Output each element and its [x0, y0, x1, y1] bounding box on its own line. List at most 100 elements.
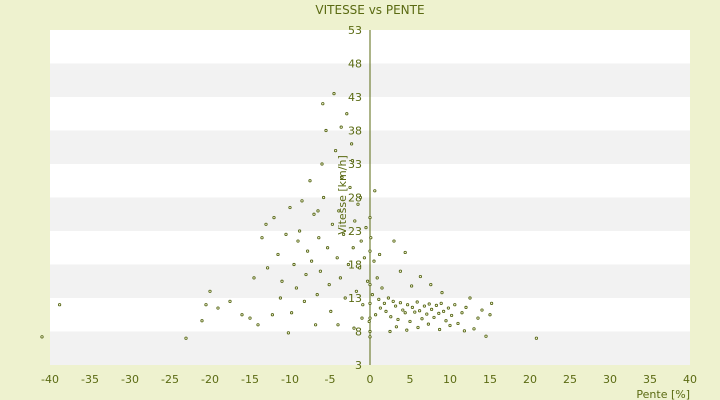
scatter-point	[359, 239, 363, 243]
scatter-point	[392, 239, 396, 243]
scatter-point	[200, 319, 204, 323]
scatter-point	[360, 316, 364, 320]
scatter-point	[480, 308, 484, 312]
scatter-point	[320, 162, 324, 166]
scatter-point	[368, 301, 372, 305]
scatter-point	[329, 309, 333, 313]
scatter-point	[216, 306, 220, 310]
scatter-point	[339, 125, 343, 129]
scatter-point	[338, 276, 342, 280]
scatter-point	[434, 303, 438, 307]
scatter-point	[365, 279, 370, 283]
scatter-point	[448, 323, 452, 328]
scatter-point	[449, 313, 454, 318]
scatter-point	[396, 317, 400, 322]
x-tick-label: -15	[241, 373, 259, 386]
x-tick-label: -20	[201, 373, 219, 386]
scatter-point	[429, 282, 433, 287]
scatter-point	[372, 259, 376, 263]
scatter-point	[316, 209, 320, 213]
scatter-point	[289, 311, 294, 315]
scatter-point	[472, 327, 476, 331]
scatter-point	[410, 305, 414, 309]
scatter-point	[368, 316, 372, 320]
scatter-point	[330, 222, 334, 226]
scatter-point	[368, 282, 372, 287]
scatter-point	[280, 279, 284, 283]
scatter-point	[184, 336, 188, 340]
y-tick-label: 38	[348, 125, 362, 138]
scatter-point	[370, 293, 374, 297]
scatter-point	[462, 329, 466, 333]
y-tick-label: 33	[348, 158, 362, 171]
scatter-point	[364, 226, 368, 230]
x-tick-label: 10	[443, 373, 457, 386]
scatter-point	[420, 317, 424, 321]
x-tick-label: 25	[563, 373, 577, 386]
scatter-point	[476, 316, 480, 320]
y-tick-label: 53	[348, 24, 362, 37]
scatter-point	[350, 159, 354, 163]
scatter-point	[270, 313, 274, 317]
x-tick-label: -35	[81, 373, 99, 386]
scatter-point	[324, 128, 328, 133]
scatter-point	[380, 286, 384, 290]
scatter-point	[315, 293, 319, 297]
scatter-point	[432, 315, 436, 320]
scatter-point	[318, 269, 322, 273]
scatter-point	[357, 266, 362, 270]
scatter-point	[340, 175, 344, 179]
scatter-point	[384, 309, 388, 313]
scatter-point	[294, 286, 298, 290]
x-tick-label: 5	[407, 373, 414, 386]
y-axis-label: Vitesse [km/h]	[336, 155, 349, 235]
scatter-point	[313, 323, 318, 327]
scatter-point	[437, 311, 441, 316]
scatter-point	[353, 219, 357, 223]
scatter-point	[305, 249, 310, 253]
scatter-point	[317, 236, 321, 240]
scatter-point	[440, 291, 444, 295]
scatter-point	[413, 310, 417, 314]
y-tick-label: 48	[348, 58, 362, 71]
x-tick-label: 30	[603, 373, 617, 386]
scatter-point	[57, 303, 62, 307]
scatter-point	[335, 256, 339, 260]
scatter-point	[489, 301, 494, 305]
chart-title: VITESSE vs PENTE	[315, 3, 424, 17]
x-tick-label: 35	[643, 373, 657, 386]
scatter-point	[296, 239, 300, 243]
x-tick-label: 15	[483, 373, 497, 386]
scatter-point	[375, 276, 379, 280]
y-tick-label: 3	[355, 359, 362, 372]
scatter-point	[403, 250, 407, 255]
scatter-point	[427, 302, 431, 306]
scatter-point	[228, 299, 232, 303]
scatter-point	[325, 246, 330, 250]
scatter-point	[417, 309, 422, 313]
x-tick-label: -40	[41, 373, 59, 386]
scatter-point	[351, 246, 355, 250]
scatter-point	[358, 195, 362, 200]
scatter-point	[378, 306, 382, 310]
scatter-point	[439, 301, 443, 305]
scatter-point	[292, 262, 296, 267]
scatter-point	[456, 321, 460, 326]
scatter-point	[422, 304, 426, 308]
y-tick-label: 13	[348, 292, 362, 305]
scatter-point	[441, 309, 446, 313]
scatter-point	[288, 205, 292, 210]
scatter-point	[332, 92, 336, 96]
x-tick-label: -30	[121, 373, 139, 386]
x-axis-label: Pente [%]	[636, 388, 690, 400]
scatter-point	[297, 229, 302, 233]
scatter-point	[354, 289, 358, 293]
scatter-point	[377, 297, 381, 301]
scatter-point	[341, 232, 346, 236]
scatter-point	[386, 296, 390, 300]
scatter-point	[405, 303, 410, 307]
x-tick-label: -10	[281, 373, 299, 386]
scatter-point	[248, 316, 252, 320]
scatter-point	[446, 306, 450, 310]
